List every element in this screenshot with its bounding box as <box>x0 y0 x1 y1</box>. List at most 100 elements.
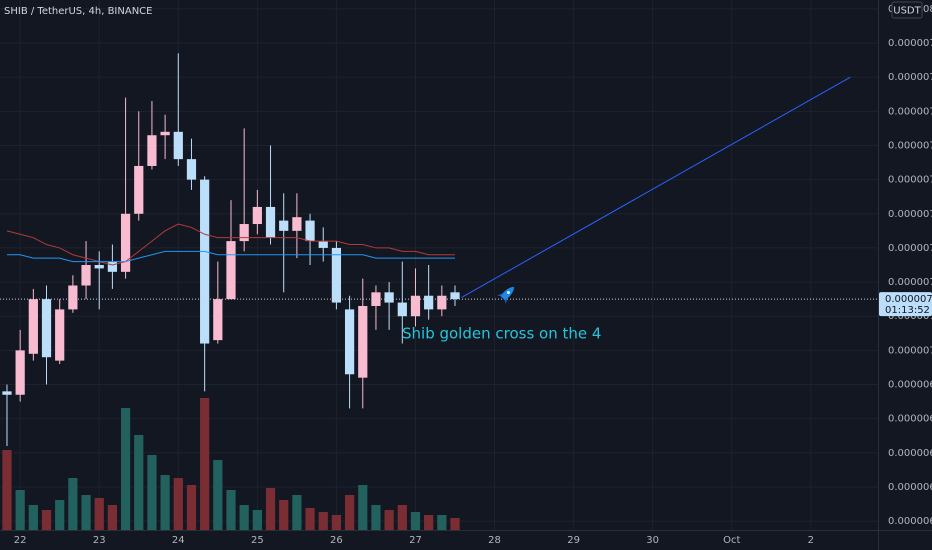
y-tick-label: 0.00000780 <box>888 72 932 83</box>
y-tick-label: 0.00000710 <box>888 311 932 322</box>
y-tick-label: 0.00000650 <box>888 516 932 527</box>
y-tick-label: 0.00000730 <box>888 243 932 254</box>
y-tick-label: 0.00000700 <box>888 345 932 356</box>
candle-body <box>384 292 394 303</box>
candle-body <box>2 391 12 395</box>
y-tick-label: 0.00000680 <box>888 414 932 425</box>
candle-body <box>410 295 421 317</box>
candle-body <box>15 350 25 395</box>
volume-bar <box>397 505 407 530</box>
candle-body <box>226 241 236 300</box>
chart-title: SHIB / TetherUS, 4h, BINANCE <box>4 6 152 17</box>
candle-body <box>160 131 170 136</box>
volume-bar <box>410 512 421 530</box>
candle-body <box>68 285 78 310</box>
candle-body <box>318 241 328 248</box>
x-tick-label: 25 <box>251 535 264 546</box>
volume-bar <box>450 518 460 530</box>
volume-bar <box>15 490 25 530</box>
y-tick-label: 0.00000750 <box>888 175 932 186</box>
x-tick-label: 2 <box>808 535 814 546</box>
volume-bar <box>120 408 131 530</box>
x-tick-label: 23 <box>93 535 106 546</box>
x-tick-label: Oct <box>723 535 740 546</box>
volume-bar <box>134 435 144 530</box>
candle-body <box>134 165 144 214</box>
y-tick-label: 0.00000660 <box>888 482 932 493</box>
volume-bar <box>55 500 65 530</box>
candle-body <box>358 305 368 378</box>
y-tick-label: 0.00000770 <box>888 106 932 117</box>
countdown-label: 01:13:52 <box>885 305 930 316</box>
volume-bar <box>213 460 223 530</box>
volume-bar <box>68 478 78 530</box>
candle-body <box>331 247 342 303</box>
candle-body <box>94 265 104 269</box>
candle-body <box>107 261 118 272</box>
volume-bar <box>81 495 91 530</box>
trend-line <box>461 76 851 298</box>
candle-body <box>120 213 131 272</box>
candle-body <box>186 159 197 180</box>
moving-average <box>6 223 456 266</box>
volume-bar <box>265 488 276 530</box>
volume-bar <box>186 485 197 530</box>
currency-label: USDT <box>893 6 921 17</box>
currency-badge[interactable] <box>891 1 923 19</box>
candle-body <box>81 265 91 286</box>
last-price-badge <box>879 292 932 317</box>
volume-bar <box>160 475 170 530</box>
volume-bar <box>437 515 447 530</box>
candle-body <box>147 135 157 166</box>
volume-bar <box>252 510 262 530</box>
x-tick-label: 29 <box>567 535 580 546</box>
candle-body <box>55 309 65 361</box>
volume-bar <box>147 455 157 530</box>
volume-bar <box>173 478 183 530</box>
volume <box>2 398 460 530</box>
y-tick-label: 0.00000690 <box>888 380 932 391</box>
volume-bar <box>292 495 302 530</box>
volume-bar <box>424 515 434 530</box>
volume-bar <box>305 508 315 530</box>
candle-body <box>239 224 249 242</box>
candle-body <box>437 295 447 310</box>
x-tick-label: 27 <box>409 535 422 546</box>
volume-bar <box>279 500 289 530</box>
volume-bar <box>331 515 342 530</box>
y-tick-label: 0.00000720 <box>888 277 932 288</box>
candle-body <box>424 295 434 310</box>
volume-bar <box>200 398 210 530</box>
last-price-label: 0.00000715 <box>885 294 932 305</box>
volume-bar <box>384 510 394 530</box>
y-tick-label: 0.00000760 <box>888 140 932 151</box>
plot <box>0 53 878 446</box>
x-tick-label: 28 <box>488 535 501 546</box>
moving-average <box>6 250 456 263</box>
candle-body <box>213 299 223 341</box>
y-tick-label: 0.00000670 <box>888 448 932 459</box>
axes: 0.00000650 0.00000660 0.00000670 0.00000680… <box>14 4 932 546</box>
x-tick-label: 26 <box>330 535 343 546</box>
volume-bar <box>239 505 249 530</box>
x-tick-label: 30 <box>646 535 659 546</box>
candle-body <box>173 131 183 160</box>
x-tick-label: 24 <box>172 535 185 546</box>
candle-body <box>344 309 355 375</box>
candle-body <box>252 206 262 225</box>
candle-body <box>397 302 407 317</box>
candle-body <box>292 217 302 231</box>
volume-bar <box>344 495 355 530</box>
volume-bar <box>94 498 104 530</box>
y-tick-label: 0.00000790 <box>888 38 932 49</box>
volume-bar <box>226 490 236 530</box>
candle-body <box>200 179 210 344</box>
volume-bar <box>28 505 38 530</box>
y-tick-label: 0.00000740 <box>888 209 932 220</box>
annotation: Shib golden cross on the 4 <box>402 325 601 343</box>
volume-bar <box>107 505 118 530</box>
grid <box>0 0 878 530</box>
candle-body <box>305 220 315 242</box>
candle-body <box>450 292 460 300</box>
